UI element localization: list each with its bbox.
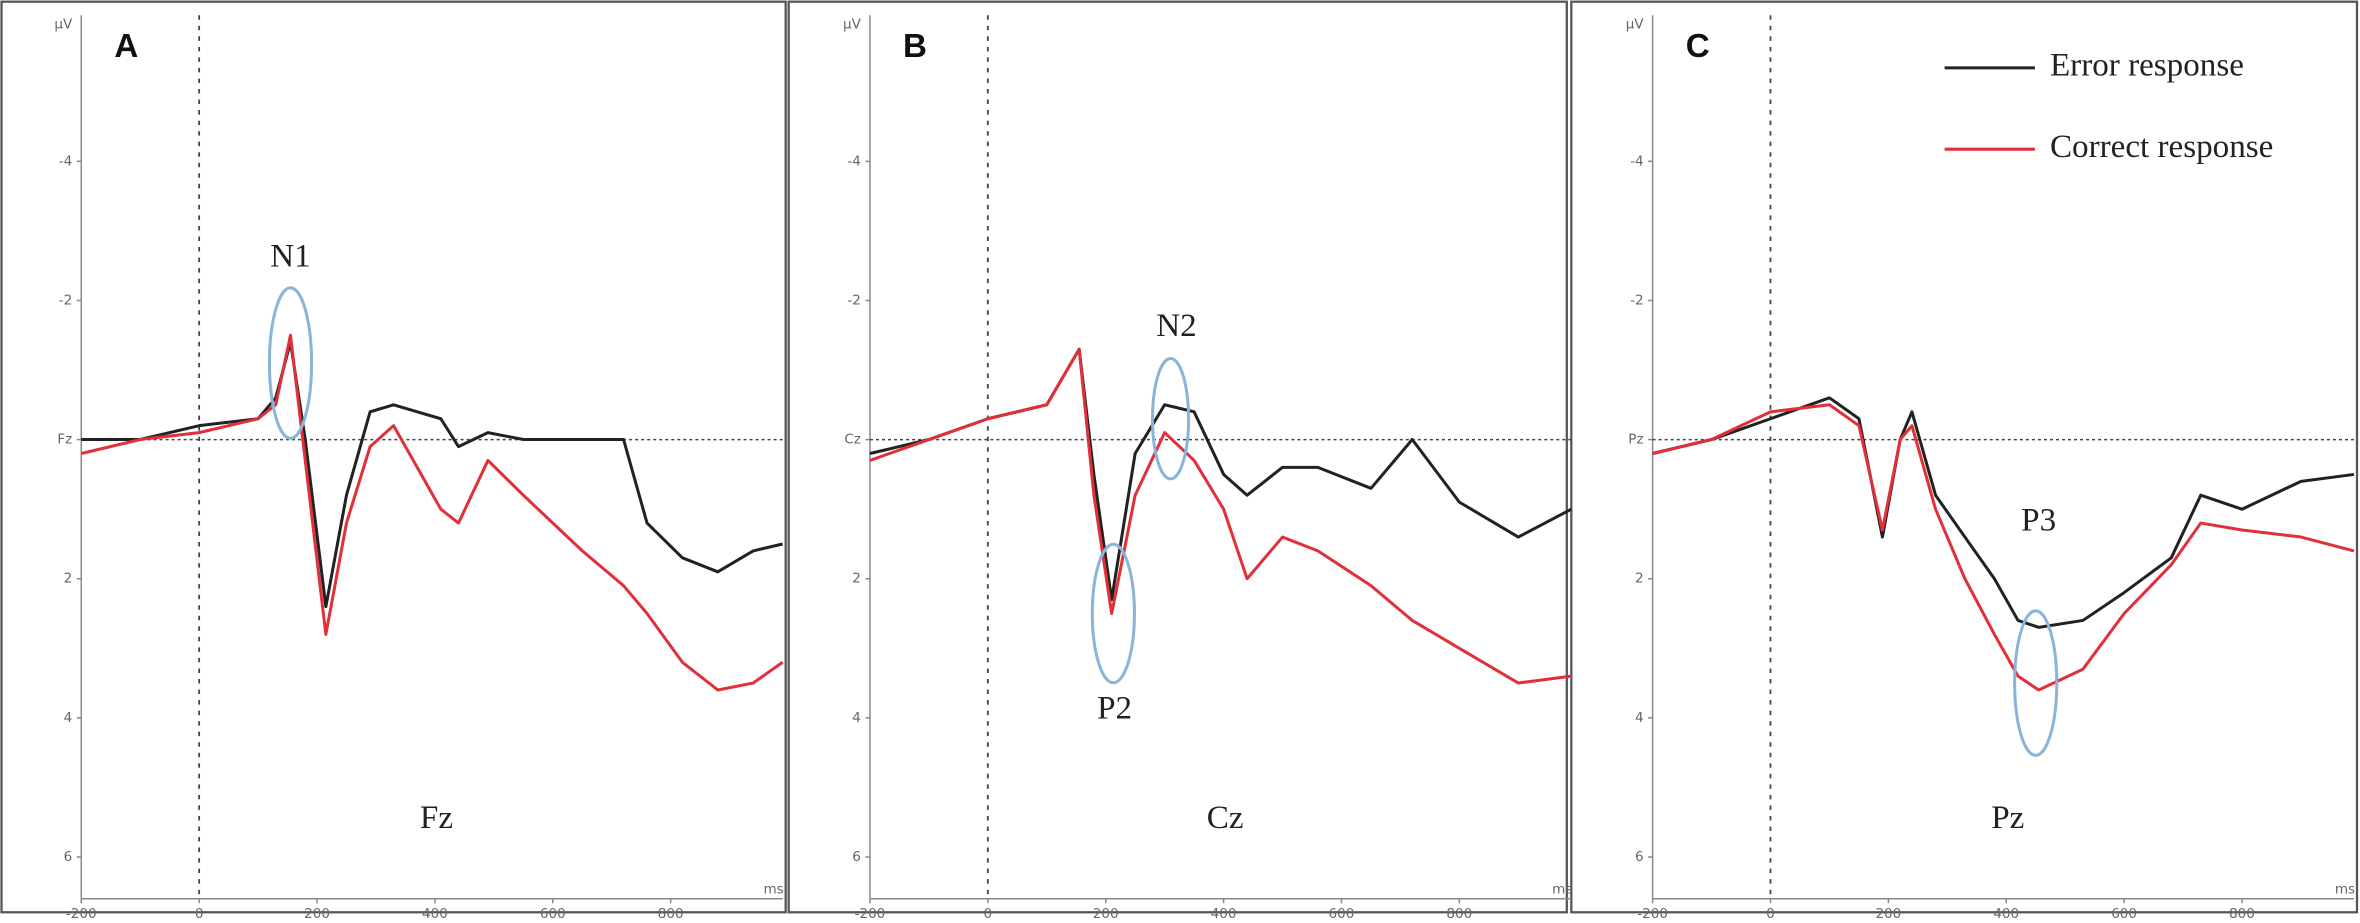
peak-marker	[1150, 357, 1191, 481]
y-tick-label: 4	[852, 710, 861, 726]
y-tick-label: Cz	[844, 432, 861, 448]
y-axis-label: μV	[1626, 16, 1645, 32]
y-axis-label: μV	[843, 16, 862, 32]
line	[1652, 396, 2355, 629]
x-tick-label: 200	[1875, 906, 1901, 922]
y-tick-label: 2	[1635, 571, 1644, 587]
y-tick-label: 2	[852, 571, 861, 587]
y-tick-label: -2	[59, 292, 73, 308]
annotation: P3	[2021, 502, 2056, 539]
x-tick-label: 800	[2229, 906, 2255, 922]
panel-frame	[787, 0, 1568, 914]
panel-letter: A	[114, 28, 138, 65]
panel-letter: B	[903, 28, 927, 65]
channel-label: Fz	[420, 799, 453, 836]
y-tick-label: Fz	[57, 432, 72, 448]
y-tick-label: -4	[1630, 153, 1644, 169]
y-tick-label: -4	[847, 153, 861, 169]
x-tick-label: 600	[540, 906, 566, 922]
y-tick-label: 4	[64, 710, 73, 726]
legend-label: Error response	[2050, 47, 2244, 84]
x-tick-label: 0	[984, 906, 993, 922]
line	[80, 333, 784, 692]
y-tick-label: -2	[1630, 292, 1644, 308]
x-tick-label: 400	[1993, 906, 2019, 922]
annotation: P2	[1097, 689, 1132, 726]
channel-label: Pz	[1991, 799, 2024, 836]
y-tick-label: Pz	[1628, 432, 1643, 448]
x-tick-label: 600	[1329, 906, 1355, 922]
x-tick-label: 0	[195, 906, 204, 922]
x-tick-label: 400	[422, 906, 448, 922]
line	[869, 347, 1573, 602]
line	[869, 347, 1572, 685]
y-tick-label: 6	[852, 849, 861, 865]
legend-label: Correct response	[2050, 128, 2273, 165]
y-axis-label: μV	[54, 16, 73, 32]
annotation: N2	[1156, 307, 1196, 344]
x-tick-label: -200	[855, 906, 886, 922]
x-axis-label: ms	[1552, 882, 1572, 898]
x-axis-label: ms	[2335, 882, 2355, 898]
panel-frame	[0, 0, 787, 914]
y-tick-label: 4	[1635, 710, 1644, 726]
x-axis-label: ms	[764, 882, 784, 898]
peak-marker	[1090, 542, 1136, 685]
x-tick-label: 200	[304, 906, 330, 922]
x-tick-label: 200	[1093, 906, 1119, 922]
panel-frame	[1570, 0, 2359, 914]
x-tick-label: -200	[66, 906, 97, 922]
y-tick-label: 6	[64, 849, 73, 865]
annotation: N1	[270, 237, 310, 274]
x-tick-label: 400	[1211, 906, 1237, 922]
x-tick-label: -200	[1637, 906, 1668, 922]
line	[81, 340, 783, 609]
x-tick-label: 800	[658, 906, 684, 922]
y-tick-label: -4	[59, 153, 73, 169]
line	[1652, 403, 2355, 692]
peak-marker	[2013, 609, 2059, 757]
x-tick-label: 600	[2111, 906, 2137, 922]
peak-marker	[267, 286, 314, 440]
y-tick-label: -2	[847, 292, 861, 308]
x-tick-label: 0	[1766, 906, 1775, 922]
panel-letter: C	[1686, 28, 1710, 65]
y-tick-label: 2	[64, 571, 73, 587]
y-tick-label: 6	[1635, 849, 1644, 865]
x-tick-label: 800	[1446, 906, 1472, 922]
channel-label: Cz	[1207, 799, 1244, 836]
